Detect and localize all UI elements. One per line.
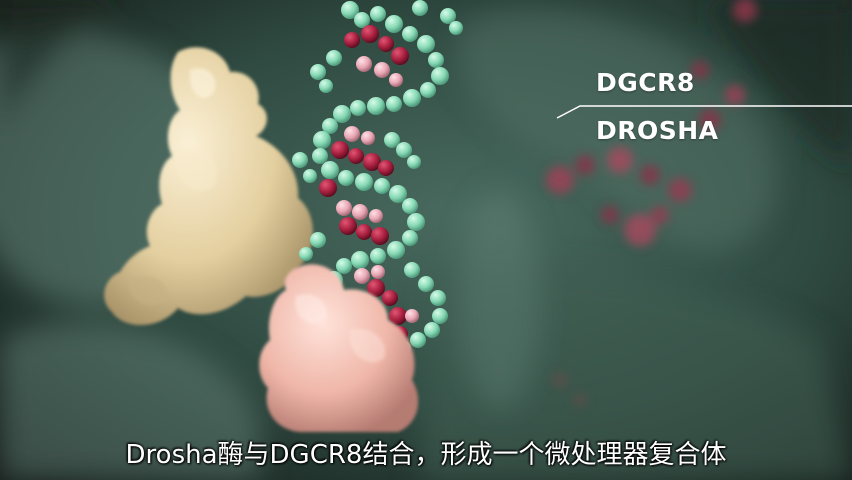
rna-hairpin-helix: [292, 0, 463, 355]
label-drosha: DROSHA: [596, 116, 719, 145]
drosha-protein: [259, 264, 419, 432]
label-divider-line: [556, 105, 852, 119]
dgcr8-protein: [104, 47, 313, 326]
label-dgcr8: DGCR8: [596, 68, 695, 97]
background-rna-fragments: [546, 0, 757, 407]
video-subtitle: Drosha酶与DGCR8结合，形成一个微处理器复合体: [125, 440, 727, 470]
